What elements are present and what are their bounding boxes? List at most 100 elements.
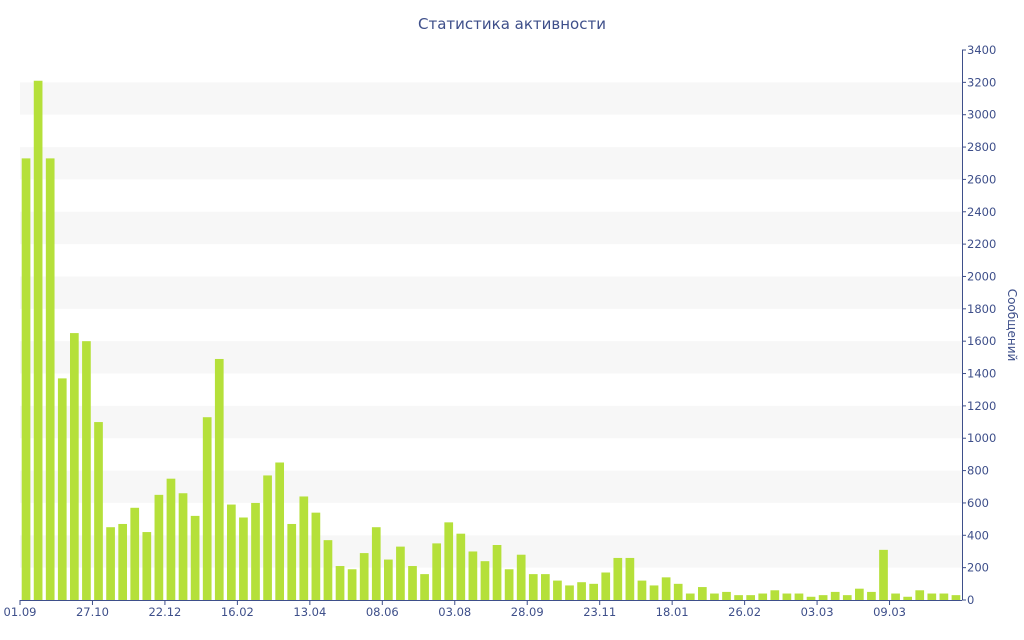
bar <box>685 593 695 600</box>
y-tick-label: 1200 <box>967 399 996 413</box>
bar <box>299 496 309 600</box>
y-tick-label: 1600 <box>967 334 996 348</box>
y-tick-label: 600 <box>967 496 989 510</box>
bar <box>275 462 285 600</box>
x-tick-label: 22.12 <box>148 605 181 619</box>
bar <box>625 557 635 600</box>
y-tick-label: 2000 <box>967 269 996 283</box>
chart-title: Статистика активности <box>418 15 606 33</box>
y-tick-label: 200 <box>967 561 989 575</box>
y-tick-label: 0 <box>967 593 974 607</box>
bar <box>130 507 140 600</box>
bar <box>444 522 454 600</box>
x-tick-label: 16.02 <box>221 605 254 619</box>
y-tick-label: 3400 <box>967 43 996 57</box>
bar <box>710 593 719 600</box>
bar <box>577 582 586 600</box>
bar <box>227 504 236 600</box>
bar <box>528 574 538 600</box>
grid-band <box>20 211 962 245</box>
bar <box>57 378 67 600</box>
bar <box>82 341 91 600</box>
bar <box>263 475 272 600</box>
bar <box>927 593 937 600</box>
x-tick-label: 03.08 <box>438 605 471 619</box>
bar <box>190 515 200 600</box>
x-tick-label: 23.11 <box>583 605 616 619</box>
bar <box>70 333 79 600</box>
y-tick-label: 2200 <box>967 237 996 251</box>
bar <box>420 574 429 600</box>
bar <box>891 593 900 600</box>
bar <box>45 158 55 600</box>
bar <box>782 593 792 600</box>
bar <box>746 595 756 600</box>
bar <box>202 417 212 600</box>
bar <box>323 540 333 600</box>
bar <box>722 591 731 600</box>
bar <box>311 512 321 600</box>
bar <box>456 533 466 600</box>
bar <box>915 590 925 600</box>
bar <box>287 523 297 600</box>
bar <box>396 546 405 600</box>
bar <box>649 585 659 600</box>
grid-band <box>20 470 962 503</box>
bar <box>239 517 248 600</box>
bar <box>842 595 852 600</box>
y-tick-label: 3000 <box>967 108 996 122</box>
bar <box>758 593 768 600</box>
bar <box>94 422 103 600</box>
bar <box>553 580 562 600</box>
bar <box>903 596 913 600</box>
y-tick-label: 2600 <box>967 172 996 186</box>
bar <box>516 554 526 600</box>
bar <box>661 577 671 600</box>
bar <box>142 532 152 600</box>
bar <box>347 569 357 600</box>
x-tick-label: 09.03 <box>873 605 906 619</box>
grid-band <box>20 147 962 180</box>
x-tick-label: 01.09 <box>4 605 37 619</box>
grid-band <box>20 82 962 115</box>
bar <box>480 561 490 600</box>
bar <box>867 591 876 600</box>
bar <box>855 588 864 600</box>
bar <box>879 549 888 600</box>
y-tick-label: 1400 <box>967 367 996 381</box>
bar <box>214 358 224 600</box>
bar <box>770 590 780 600</box>
bar <box>613 557 623 600</box>
y-tick-label: 2400 <box>967 205 996 219</box>
grid-band <box>20 276 962 309</box>
bar <box>408 566 417 600</box>
x-tick-label: 08.06 <box>366 605 399 619</box>
bar <box>589 583 599 600</box>
y-tick-label: 800 <box>967 464 989 478</box>
bar <box>335 566 345 600</box>
bar <box>251 502 260 600</box>
bar <box>432 543 442 600</box>
bar <box>951 595 961 600</box>
bar <box>601 572 611 600</box>
bar <box>166 478 176 600</box>
bar <box>504 569 514 600</box>
y-axis-label: Сообщений <box>1005 289 1019 362</box>
y-tick-label: 2800 <box>967 140 996 154</box>
bar <box>371 527 381 600</box>
bar <box>154 494 164 600</box>
bar <box>541 574 550 600</box>
bar <box>565 585 574 600</box>
bar <box>21 158 31 600</box>
bar <box>118 523 128 600</box>
grid-band <box>20 535 962 568</box>
bar <box>818 595 828 600</box>
y-tick-label: 1800 <box>967 302 996 316</box>
grid-band <box>20 405 962 439</box>
x-tick-label: 26.02 <box>728 605 761 619</box>
bar <box>806 596 816 600</box>
grid-band <box>20 341 962 374</box>
bar <box>359 553 369 600</box>
